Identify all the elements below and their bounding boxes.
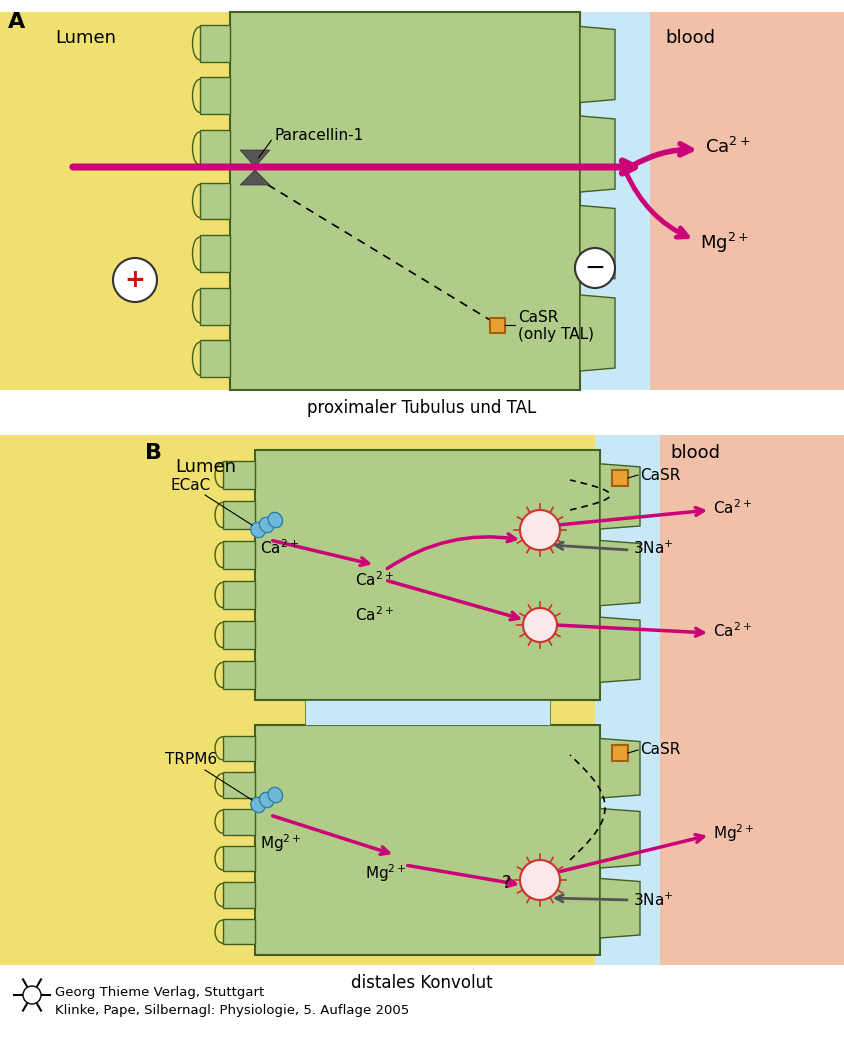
Polygon shape xyxy=(600,879,640,937)
FancyBboxPatch shape xyxy=(490,317,505,332)
Text: Georg Thieme Verlag, Stuttgart: Georg Thieme Verlag, Stuttgart xyxy=(55,986,264,1000)
Ellipse shape xyxy=(251,522,265,538)
Polygon shape xyxy=(240,150,270,167)
Text: ?: ? xyxy=(502,874,511,892)
Text: −: − xyxy=(585,256,605,280)
Polygon shape xyxy=(230,12,580,390)
Circle shape xyxy=(23,986,41,1004)
Polygon shape xyxy=(223,581,255,609)
Text: Ca$^{2+}$: Ca$^{2+}$ xyxy=(705,137,750,157)
Polygon shape xyxy=(628,435,844,965)
Polygon shape xyxy=(600,540,640,605)
Polygon shape xyxy=(223,541,255,569)
Polygon shape xyxy=(223,809,255,834)
Ellipse shape xyxy=(251,798,265,812)
Ellipse shape xyxy=(259,792,274,807)
Text: CaSR: CaSR xyxy=(640,742,680,758)
Polygon shape xyxy=(223,736,255,761)
Polygon shape xyxy=(580,116,615,192)
Text: proximaler Tubulus und TAL: proximaler Tubulus und TAL xyxy=(307,399,537,417)
Text: 3Na$^{+}$: 3Na$^{+}$ xyxy=(633,891,674,909)
Polygon shape xyxy=(605,12,844,390)
Polygon shape xyxy=(600,739,640,798)
Polygon shape xyxy=(200,341,230,377)
Text: Mg$^{2+}$: Mg$^{2+}$ xyxy=(365,862,407,884)
Polygon shape xyxy=(0,435,844,965)
Text: Ca$^{2+}$: Ca$^{2+}$ xyxy=(260,539,299,557)
Polygon shape xyxy=(560,12,650,390)
Polygon shape xyxy=(223,461,255,489)
Text: distales Konvolut: distales Konvolut xyxy=(351,974,493,992)
Polygon shape xyxy=(0,12,844,390)
Polygon shape xyxy=(600,463,640,529)
Text: 3Na$^{+}$: 3Na$^{+}$ xyxy=(633,539,674,557)
Polygon shape xyxy=(600,617,640,682)
Polygon shape xyxy=(580,26,615,103)
Text: TRPM6: TRPM6 xyxy=(165,753,217,767)
Polygon shape xyxy=(200,25,230,62)
FancyBboxPatch shape xyxy=(612,470,628,486)
Text: ECaC: ECaC xyxy=(170,477,210,493)
Text: Lumen: Lumen xyxy=(175,458,236,476)
Text: CaSR: CaSR xyxy=(640,468,680,482)
Text: Klinke, Pape, Silbernagl: Physiologie, 5. Auflage 2005: Klinke, Pape, Silbernagl: Physiologie, 5… xyxy=(55,1004,409,1017)
Circle shape xyxy=(520,860,560,900)
Text: Ca$^{2+}$: Ca$^{2+}$ xyxy=(713,498,752,517)
Polygon shape xyxy=(305,700,550,725)
Text: Mg$^{2+}$: Mg$^{2+}$ xyxy=(700,231,749,255)
Polygon shape xyxy=(223,919,255,945)
Ellipse shape xyxy=(268,512,283,528)
Polygon shape xyxy=(240,170,270,185)
Polygon shape xyxy=(200,78,230,115)
Circle shape xyxy=(520,510,560,550)
Circle shape xyxy=(113,257,157,302)
Polygon shape xyxy=(223,501,255,529)
Polygon shape xyxy=(580,295,615,371)
Polygon shape xyxy=(200,183,230,220)
Text: Paracellin-1: Paracellin-1 xyxy=(275,127,365,143)
Polygon shape xyxy=(600,808,640,868)
Polygon shape xyxy=(223,621,255,650)
Text: blood: blood xyxy=(665,29,715,47)
Text: Lumen: Lumen xyxy=(55,29,116,47)
Text: (only TAL): (only TAL) xyxy=(518,328,594,343)
Polygon shape xyxy=(200,288,230,325)
Polygon shape xyxy=(223,772,255,798)
Polygon shape xyxy=(200,130,230,167)
Text: A: A xyxy=(8,12,25,32)
Text: blood: blood xyxy=(670,444,720,462)
Polygon shape xyxy=(223,882,255,908)
Polygon shape xyxy=(595,435,660,965)
Ellipse shape xyxy=(259,517,274,533)
Circle shape xyxy=(575,248,615,288)
Text: CaSR: CaSR xyxy=(518,310,559,326)
Text: Ca$^{2+}$: Ca$^{2+}$ xyxy=(355,571,394,590)
Polygon shape xyxy=(200,235,230,272)
Polygon shape xyxy=(255,450,600,700)
FancyBboxPatch shape xyxy=(612,745,628,761)
Polygon shape xyxy=(223,845,255,871)
Text: B: B xyxy=(145,444,162,463)
Text: Ca$^{2+}$: Ca$^{2+}$ xyxy=(713,621,752,640)
Text: Mg$^{2+}$: Mg$^{2+}$ xyxy=(260,832,301,853)
Polygon shape xyxy=(223,661,255,689)
Circle shape xyxy=(523,607,557,642)
Text: Ca$^{2+}$: Ca$^{2+}$ xyxy=(355,605,394,624)
Polygon shape xyxy=(255,725,600,955)
Polygon shape xyxy=(580,206,615,282)
Text: Mg$^{2+}$: Mg$^{2+}$ xyxy=(713,822,755,844)
Text: +: + xyxy=(125,268,145,292)
Ellipse shape xyxy=(268,787,283,803)
